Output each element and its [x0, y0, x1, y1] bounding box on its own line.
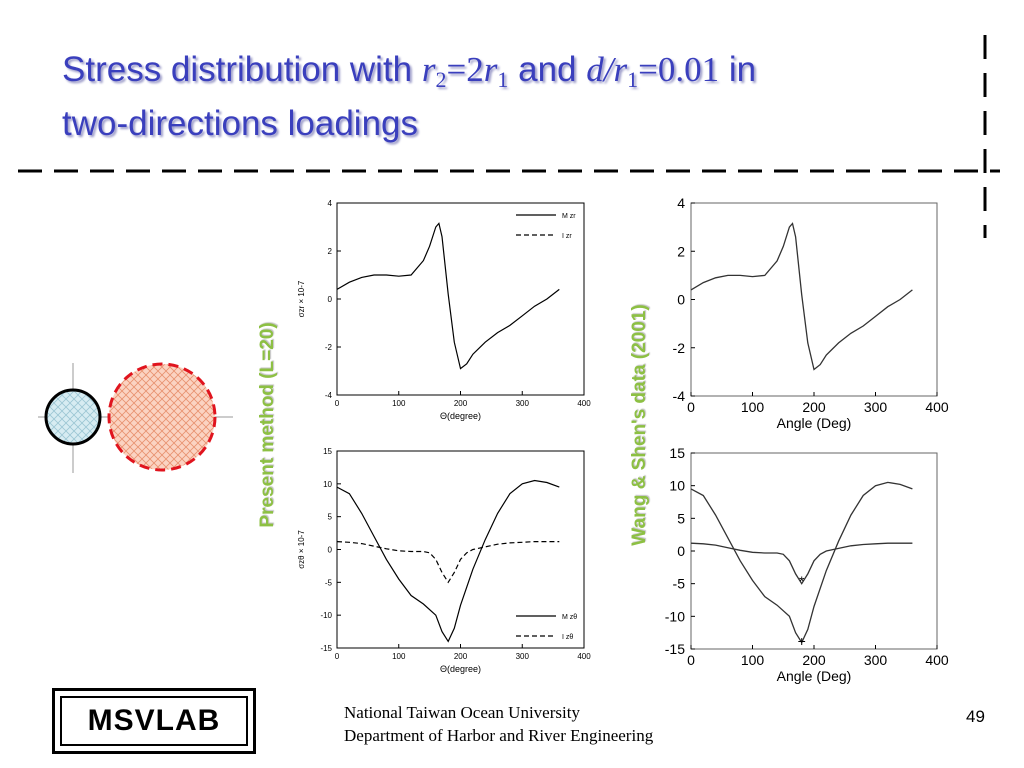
legend-label: M zr	[562, 213, 576, 220]
present-method-label: Present method (L=20)	[257, 322, 278, 528]
x-tick-label: 200	[802, 399, 826, 415]
y-tick-label: -15	[320, 644, 332, 653]
footer-institution: National Taiwan Ocean University Departm…	[344, 701, 653, 747]
y-tick-label: -2	[325, 343, 333, 352]
y-tick-label: -15	[665, 641, 685, 657]
y-tick-label: 2	[677, 243, 685, 259]
y-tick-label: 5	[328, 513, 333, 522]
x-tick-label: 200	[454, 652, 468, 661]
series-line-0	[336, 222, 560, 370]
title-r2: r	[421, 50, 436, 89]
y-tick-label: -5	[673, 576, 686, 592]
series-line-0	[690, 222, 913, 371]
slide-title: Stress distribution with r2=2r1 and d/r1…	[62, 48, 962, 146]
title-line-2: two-directions loadings	[62, 104, 419, 143]
series-line-0	[690, 481, 913, 644]
series-line-1	[690, 542, 913, 585]
title-r1-sub: 1	[497, 67, 509, 92]
geometry-diagram	[38, 362, 233, 473]
x-tick-label: 400	[577, 652, 591, 661]
title-r1: r	[483, 50, 498, 89]
chart-shear-ztheta-present: 0 100 200 300 400 15 10 5 0 -5 -10 -15 Θ(degree) σzθ …	[297, 447, 591, 674]
y-axis-label: σzr × 10-7	[297, 280, 306, 317]
y-tick-label: -10	[665, 608, 685, 624]
y-tick-label: 5	[677, 510, 685, 526]
outer-circle-r2	[107, 362, 217, 472]
x-tick-label: 300	[516, 652, 530, 661]
reference-data-label: Wang & Shen's data (2001)	[629, 304, 650, 546]
x-tick-label: 0	[687, 399, 695, 415]
data-marker: *	[799, 573, 805, 589]
title-d-over-r: d/r	[586, 50, 628, 89]
x-axis-label: Angle (Deg)	[777, 668, 852, 684]
y-tick-label: 0	[328, 546, 333, 555]
title-text-1: Stress distribution with	[62, 50, 422, 89]
x-tick-label: 300	[864, 652, 888, 668]
chart-shear-zr-present: 0 100 200 300 400 4 2 0 -2 -4 Θ(degree) σzr × 10-7 M…	[297, 199, 591, 421]
x-tick-label: 100	[392, 399, 406, 408]
title-text-2: in	[719, 50, 757, 89]
x-tick-label: 300	[864, 399, 888, 415]
y-tick-label: -10	[320, 611, 332, 620]
y-axis-label: σzθ × 10-7	[297, 530, 306, 569]
title-r2-sub: 2	[435, 67, 447, 92]
logo-text: MSVLAB	[60, 696, 248, 746]
y-tick-label: 0	[328, 295, 333, 304]
x-tick-label: 200	[802, 652, 826, 668]
series-line-0	[336, 479, 560, 643]
x-axis-label: Angle (Deg)	[777, 415, 852, 431]
x-tick-label: 0	[335, 399, 340, 408]
title-d-sub: 1	[627, 67, 639, 92]
x-tick-label: 100	[741, 399, 765, 415]
legend-label: I zr	[562, 233, 572, 240]
inner-circle-r1	[44, 388, 102, 446]
chart-shear-zr-reference: 0 100 200 300 400 4 2 0 -2 -4 Angle (Deg)	[673, 195, 949, 431]
title-eq1: =2	[446, 50, 484, 89]
x-tick-label: 0	[335, 652, 340, 661]
plot-frame	[690, 452, 938, 650]
y-tick-label: 0	[677, 292, 685, 308]
x-tick-label: 300	[516, 399, 530, 408]
plot-frame	[336, 450, 585, 649]
title-and: and	[508, 50, 587, 89]
x-axis-label: Θ(degree)	[440, 664, 481, 674]
y-tick-label: 4	[328, 199, 333, 208]
y-tick-label: 15	[323, 447, 332, 456]
chart-shear-ztheta-reference: 0 100 200 300 400 15 10 5 0 -5 -10 -15 Angle (Deg) * +	[665, 445, 949, 684]
footer-department: Department of Harbor and River Engineeri…	[344, 726, 654, 745]
x-tick-label: 400	[925, 399, 949, 415]
y-tick-label: -4	[325, 391, 333, 400]
y-tick-label: 15	[669, 445, 685, 461]
title-eq2: =0.01	[638, 50, 720, 89]
y-tick-label: 0	[677, 543, 685, 559]
y-tick-label: -4	[673, 388, 686, 404]
y-tick-label: 4	[677, 195, 685, 211]
y-tick-label: 10	[669, 478, 685, 494]
footer-university: National Taiwan Ocean University	[344, 703, 580, 722]
y-tick-label: -5	[325, 578, 333, 587]
y-tick-label: -2	[673, 340, 686, 356]
legend-label: I zθ	[562, 634, 573, 641]
x-tick-label: 400	[577, 399, 591, 408]
legend-label: M zθ	[562, 614, 577, 621]
data-marker: +	[798, 633, 806, 649]
y-tick-label: 10	[323, 480, 332, 489]
x-tick-label: 200	[454, 399, 468, 408]
x-tick-label: 400	[925, 652, 949, 668]
plot-frame	[690, 202, 938, 397]
x-tick-label: 100	[392, 652, 406, 661]
page-number: 49	[966, 707, 985, 726]
y-tick-label: 2	[328, 247, 333, 256]
series-line-1	[336, 541, 560, 584]
x-tick-label: 0	[687, 652, 695, 668]
x-tick-label: 100	[741, 652, 765, 668]
x-axis-label: Θ(degree)	[440, 411, 481, 421]
msvlab-logo: MSVLAB	[52, 688, 256, 754]
